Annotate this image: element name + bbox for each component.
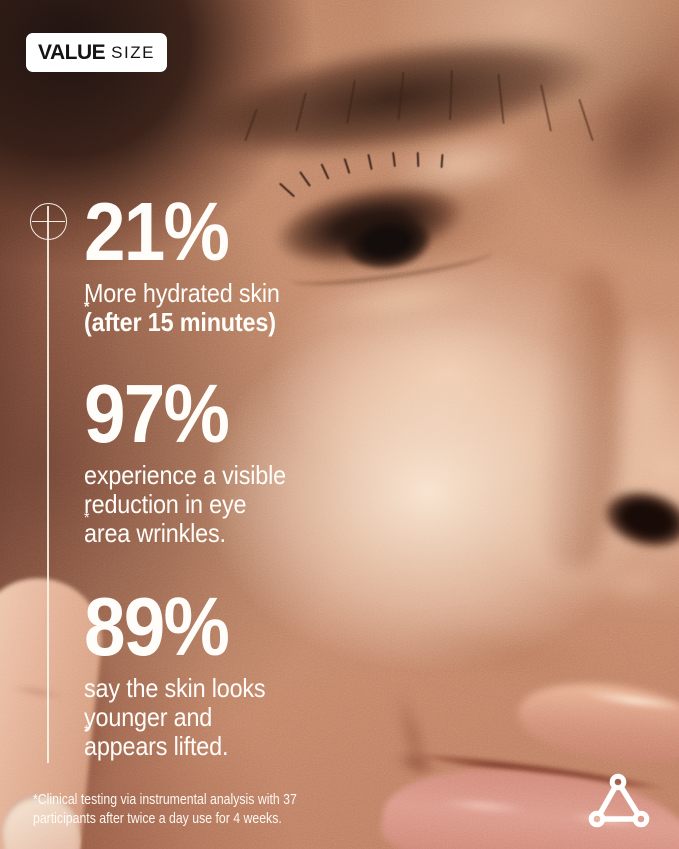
stat-desc-line: younger and bbox=[84, 702, 213, 732]
stat-block-lifting: 89% say the skin looks younger and appea… bbox=[84, 580, 354, 761]
stats-column: 21% More hydrated skin (after 15 minutes… bbox=[84, 0, 354, 849]
badge-value-label: VALUE bbox=[38, 40, 106, 64]
triangle-molecule-icon bbox=[588, 773, 650, 828]
stat-description: experience a visible reduction in eye ar… bbox=[84, 460, 354, 548]
stat-description: More hydrated skin (after 15 minutes) * bbox=[84, 278, 354, 337]
stat-description: say the skin looks younger and appears l… bbox=[84, 673, 354, 761]
stat-percent: 21% bbox=[84, 185, 230, 278]
stat-block-hydration: 21% More hydrated skin (after 15 minutes… bbox=[84, 185, 354, 337]
footnote-line: participants after twice a day use for 4… bbox=[33, 810, 282, 827]
stat-desc-line: More hydrated skin bbox=[84, 278, 280, 308]
vertical-connector-line bbox=[47, 206, 50, 763]
stat-desc-line: say the skin looks bbox=[84, 673, 266, 703]
stat-percent: 89% bbox=[84, 580, 230, 673]
stat-percent: 97% bbox=[84, 367, 230, 460]
stat-desc-line: experience a visible bbox=[84, 460, 286, 490]
stat-desc-line: reduction in eye bbox=[84, 489, 247, 519]
footnote-line: *Clinical testing via instrumental analy… bbox=[33, 792, 297, 808]
footnote-text: *Clinical testing via instrumental analy… bbox=[33, 791, 360, 828]
stat-block-wrinkles: 97% experience a visible reduction in ey… bbox=[84, 367, 354, 548]
